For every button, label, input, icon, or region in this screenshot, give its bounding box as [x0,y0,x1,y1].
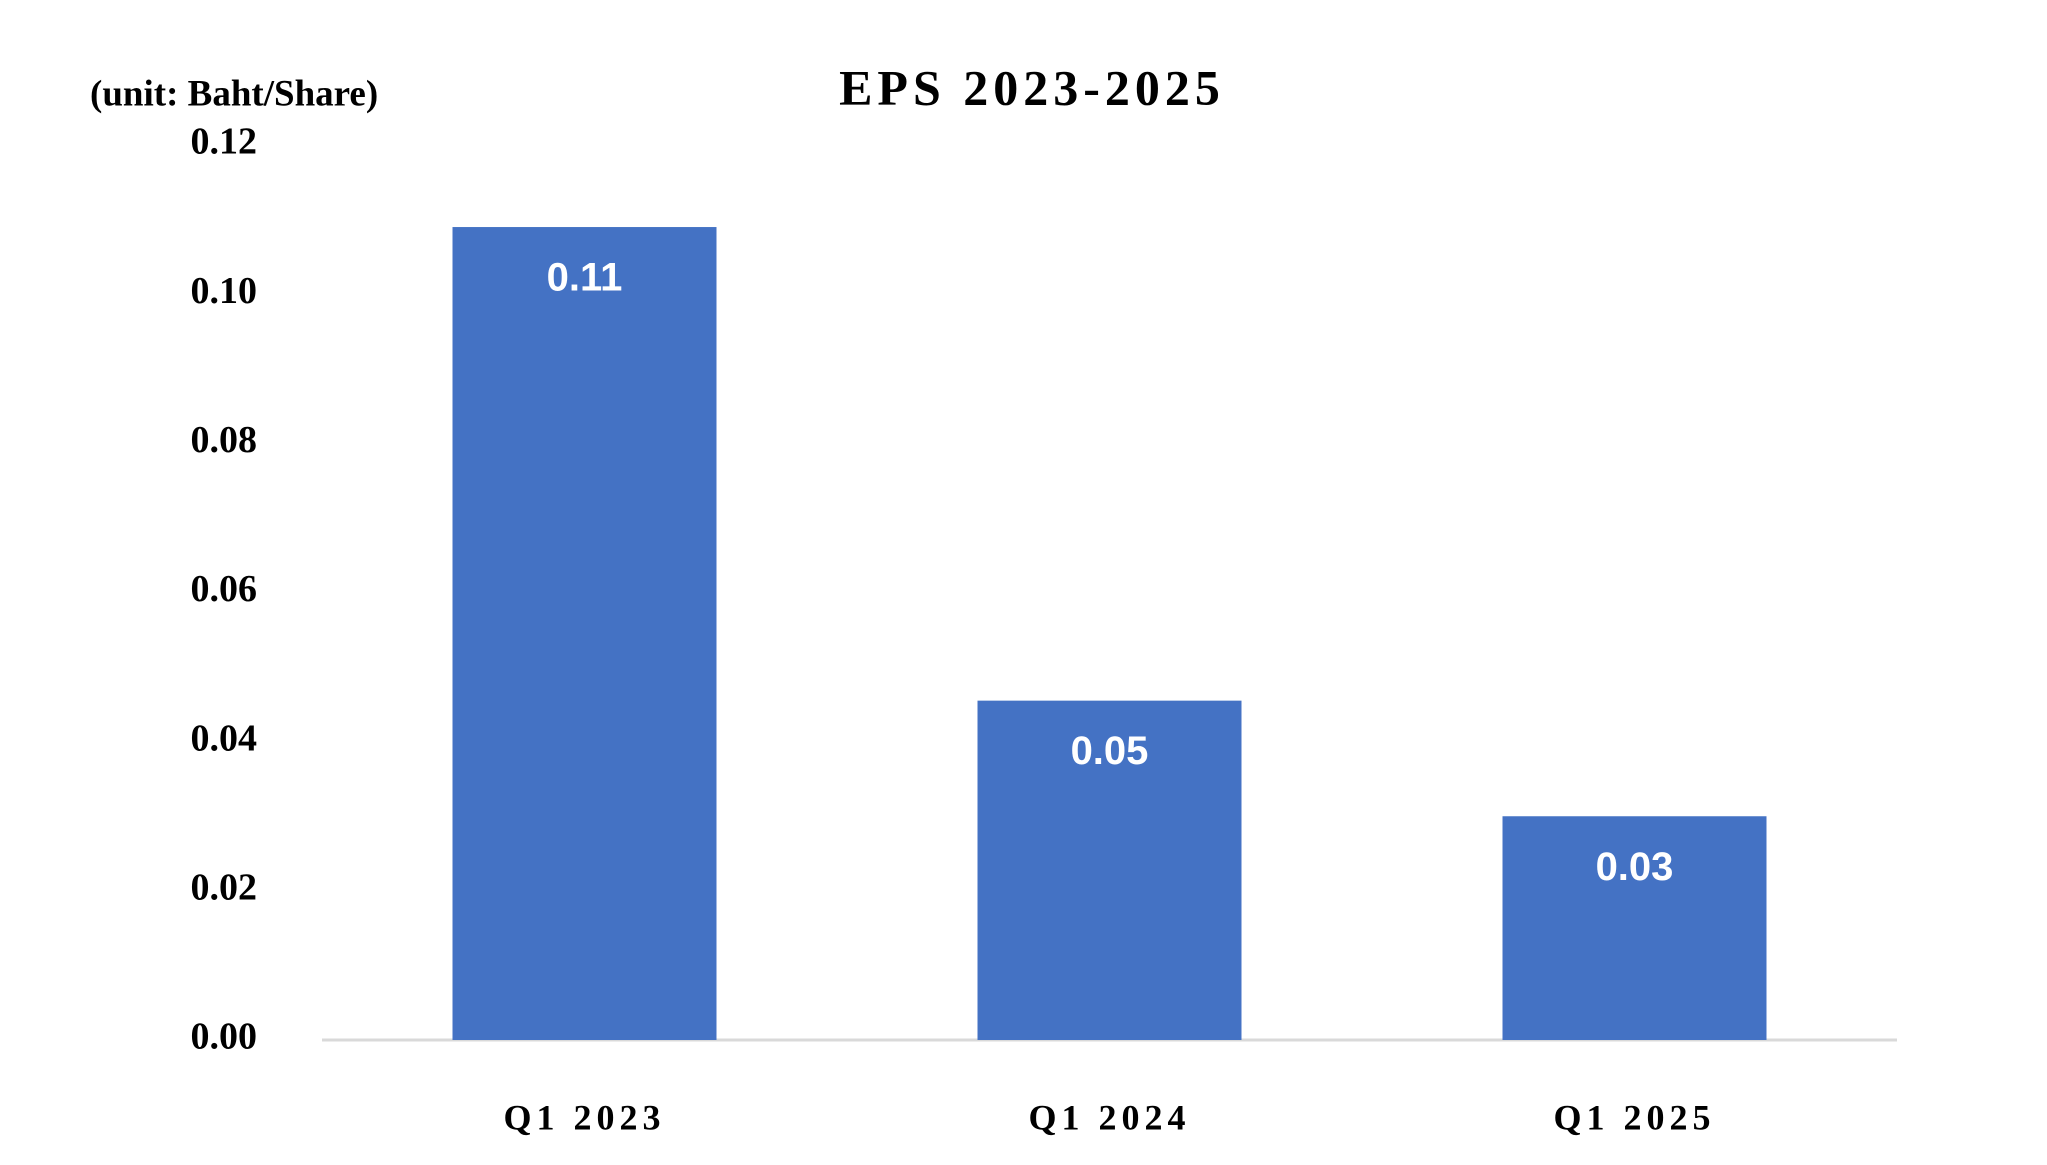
y-tick-label: 0.10 [191,270,258,312]
x-tick-label: Q1 2023 [503,1097,665,1137]
value-label: 0.05 [1071,729,1149,773]
y-tick-label: 0.00 [191,1016,258,1058]
y-tick-label: 0.08 [191,419,258,461]
bar [452,227,717,1040]
bar [977,700,1242,1040]
value-label: 0.11 [547,256,623,300]
bar [1502,816,1767,1040]
x-tick-label: Q1 2025 [1553,1097,1715,1137]
y-tick-label: 0.06 [191,568,258,610]
y-tick-label: 0.04 [191,717,258,759]
value-label: 0.03 [1596,845,1674,889]
chart-title: EPS 2023-2025 [839,59,1225,115]
y-tick-label: 0.12 [191,121,258,163]
x-tick-label: Q1 2024 [1028,1097,1190,1137]
unit-label: (unit: Baht/Share) [90,73,378,114]
y-tick-label: 0.02 [191,867,258,909]
